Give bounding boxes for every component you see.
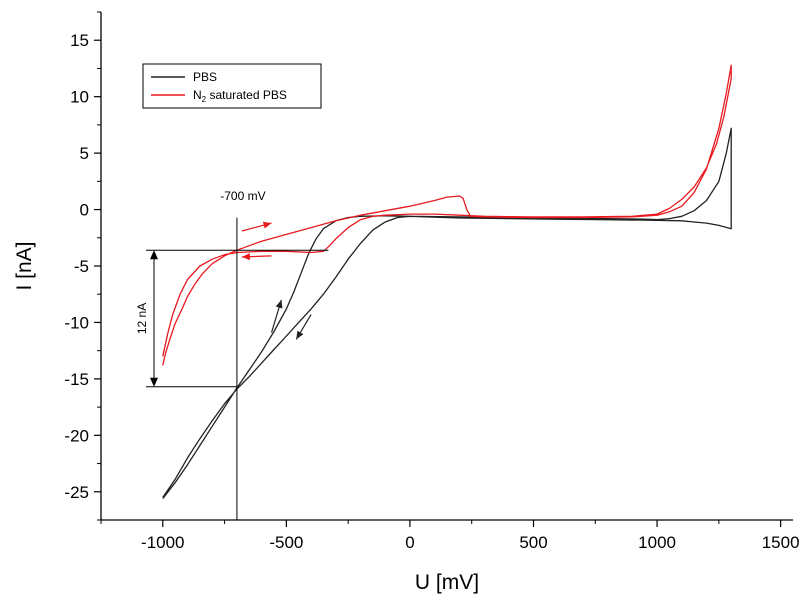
annotation-arrowhead-down bbox=[150, 377, 158, 387]
annotation-700mv-label: -700 mV bbox=[220, 189, 265, 203]
x-tick-label: 1000 bbox=[638, 533, 676, 552]
series-line-n2-saturated-pbs bbox=[162, 64, 732, 366]
legend-box bbox=[142, 63, 322, 109]
direction-arrow-black-forward-head bbox=[275, 299, 283, 309]
y-tick-label: -5 bbox=[74, 257, 89, 276]
x-tick-label: 500 bbox=[519, 533, 547, 552]
x-tick-label: 1500 bbox=[762, 533, 800, 552]
y-axis-title: I [nA] bbox=[13, 241, 36, 290]
legend: PBS N2 saturated PBS bbox=[142, 63, 322, 109]
x-tick-label: -1000 bbox=[141, 533, 184, 552]
y-tick-label: 10 bbox=[70, 88, 89, 107]
axes: -1000 -500 0 500 1000 1500 -25 -20 -15 -10 -5 0 5 10 1… bbox=[64, 11, 800, 552]
y-tick-label: 15 bbox=[70, 31, 89, 50]
legend-label-pbs: PBS bbox=[193, 70, 217, 84]
annotation-12na-label: 12 nA bbox=[135, 303, 149, 334]
y-tick-label: 5 bbox=[80, 144, 89, 163]
y-tick-label: -20 bbox=[64, 426, 89, 445]
series-line-pbs bbox=[162, 127, 732, 499]
x-tick-label: 0 bbox=[405, 533, 414, 552]
annotation-arrowhead-up bbox=[150, 250, 158, 260]
x-tick-label: -500 bbox=[269, 533, 303, 552]
y-tick-label: -25 bbox=[64, 483, 89, 502]
y-tick-label: -15 bbox=[64, 370, 89, 389]
plot-layer bbox=[146, 64, 732, 520]
direction-arrow-red-reverse-head bbox=[241, 253, 250, 261]
annotation-layer: -700 mV 12 nA bbox=[135, 189, 266, 334]
direction-arrow-red-forward-head bbox=[262, 221, 272, 229]
legend-label-n2: N2 saturated PBS bbox=[193, 88, 287, 104]
direction-arrow-black-reverse-head bbox=[296, 330, 304, 340]
x-axis-title: U [mV] bbox=[415, 571, 479, 594]
y-tick-label: -10 bbox=[64, 313, 89, 332]
y-tick-label: 0 bbox=[80, 201, 89, 220]
